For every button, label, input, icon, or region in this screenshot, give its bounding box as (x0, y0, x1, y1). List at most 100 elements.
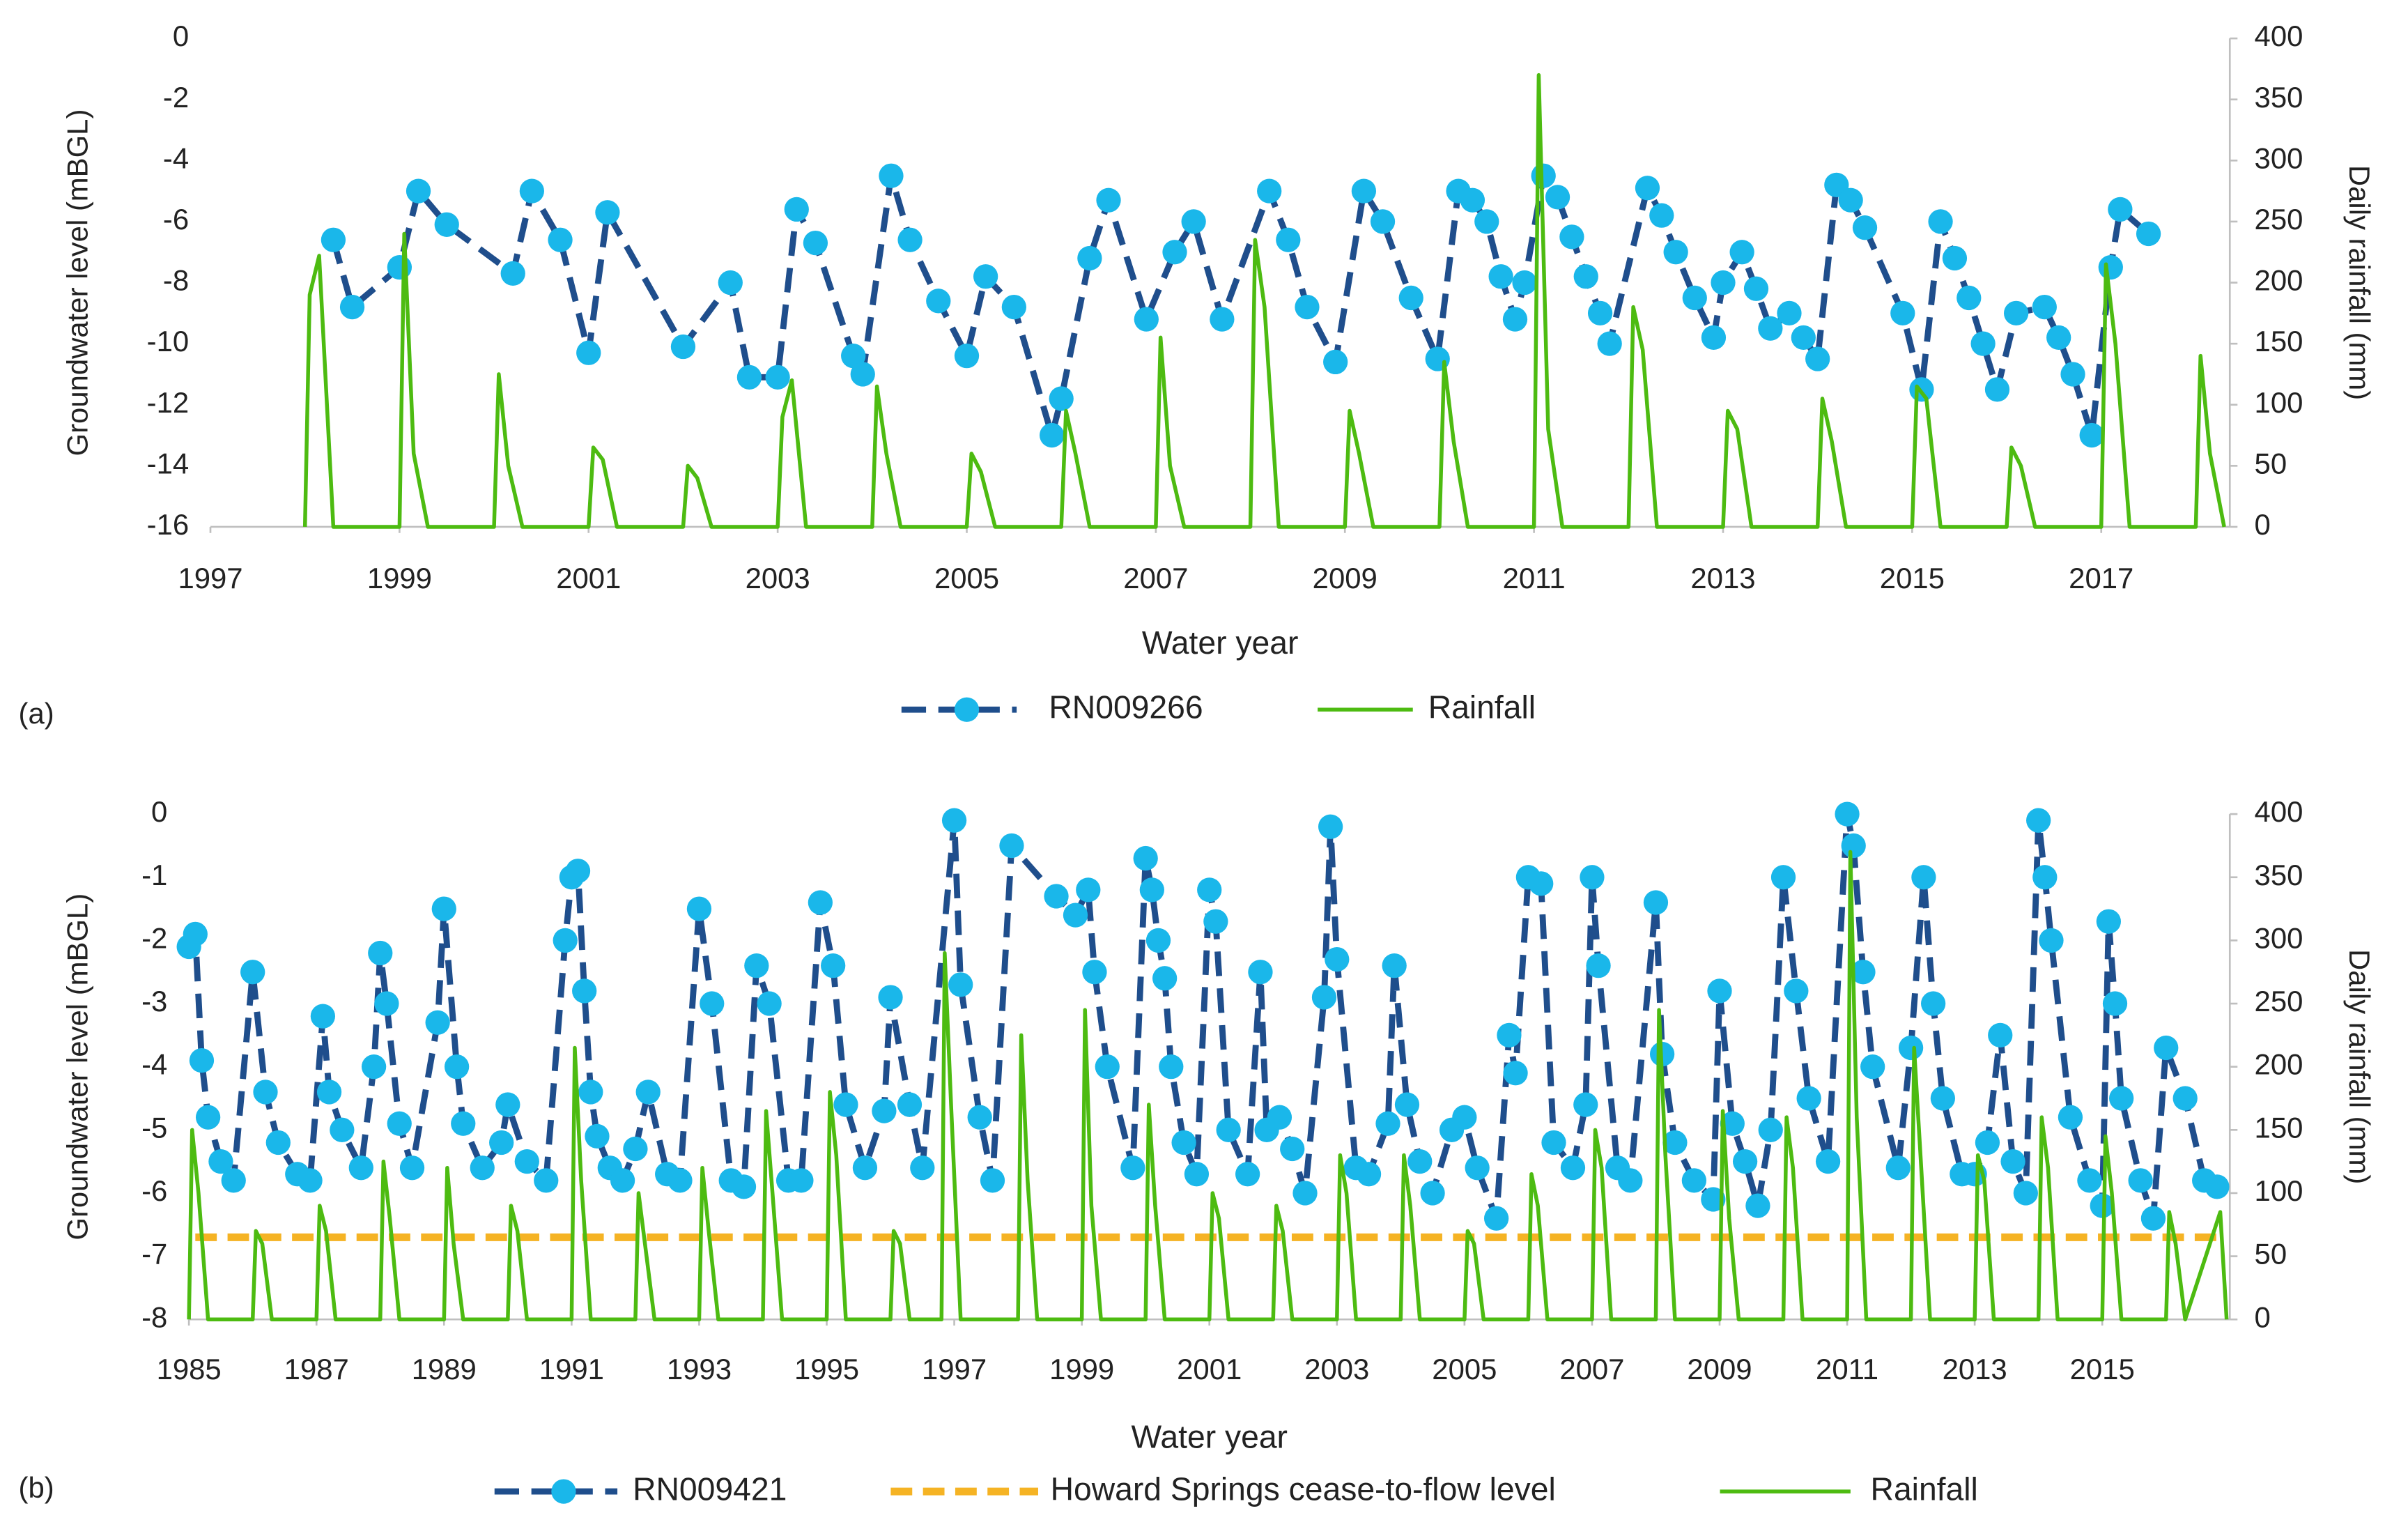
data-point (2108, 197, 2133, 222)
data-point (1559, 224, 1584, 249)
data-point (1280, 1136, 1305, 1162)
data-point (808, 890, 833, 915)
data-point (585, 1123, 610, 1149)
data-point (879, 163, 904, 188)
data-point (1984, 377, 2010, 402)
data-point (1356, 1162, 1382, 1187)
data-point (1216, 1117, 1241, 1142)
data-point (1162, 240, 1187, 265)
data-point (2046, 325, 2071, 351)
y2-tick-label: 250 (2255, 203, 2303, 236)
data-point (576, 340, 601, 365)
data-point (387, 255, 412, 280)
y2-tick-label: 400 (2255, 20, 2303, 52)
data-point (718, 270, 743, 295)
data-point (610, 1168, 635, 1193)
data-point (1529, 871, 1554, 896)
x-tick-label: 2011 (1503, 562, 1566, 594)
y-tick-label: -3 (141, 985, 167, 1017)
data-point (670, 334, 696, 360)
data-point (1732, 1149, 1758, 1174)
data-point (1587, 300, 1613, 325)
data-point (1805, 346, 1830, 371)
data-point (189, 1047, 215, 1073)
data-point (1930, 1086, 1955, 1111)
data-point (1791, 325, 1816, 351)
data-point (897, 227, 923, 252)
x-tick-label: 2001 (1177, 1353, 1242, 1385)
data-point (1835, 801, 1860, 827)
x-tick-label: 2017 (2069, 562, 2133, 594)
data-point (1049, 386, 1074, 411)
data-point (553, 928, 578, 953)
data-point (565, 859, 591, 884)
y2-axis-title: Daily rainfall (mm) (2343, 165, 2376, 400)
data-point (1502, 307, 1528, 332)
data-point (495, 1092, 520, 1117)
data-point (1758, 316, 1783, 341)
series-line (302, 72, 2226, 529)
data-point (1452, 1105, 1477, 1130)
data-point (1573, 1092, 1598, 1117)
data-point (434, 212, 459, 237)
y2-tick-label: 150 (2255, 1111, 2303, 1144)
data-point (1663, 240, 1688, 265)
data-point (1729, 240, 1754, 265)
data-point (2079, 422, 2104, 448)
y2-tick-label: 150 (2255, 325, 2303, 358)
data-point (1560, 1155, 1586, 1181)
data-point (1235, 1162, 1260, 1187)
y-tick-label: 0 (173, 20, 189, 52)
data-point (1159, 1054, 1184, 1080)
data-point (2102, 991, 2128, 1016)
x-tick-label: 2001 (556, 562, 621, 594)
x-tick-label: 2003 (746, 562, 810, 594)
data-point (784, 197, 809, 222)
data-point (1758, 1117, 1783, 1142)
data-point (1682, 285, 1707, 311)
data-point (765, 364, 790, 390)
x-tick-label: 2013 (1943, 1353, 2007, 1385)
data-point (514, 1149, 539, 1174)
data-point (339, 294, 365, 320)
data-point (2136, 221, 2161, 247)
data-point (298, 1168, 323, 1193)
data-point (1276, 227, 1301, 252)
data-point (1394, 1092, 1420, 1117)
x-tick-label: 1997 (178, 562, 242, 594)
data-point (1681, 1168, 1707, 1193)
data-point (1770, 865, 1796, 890)
data-point (1420, 1181, 1445, 1206)
data-point (1323, 349, 1348, 375)
y-tick-label: -8 (163, 264, 189, 297)
x-tick-label: 1987 (284, 1353, 349, 1385)
x-tick-label: 2003 (1304, 1353, 1369, 1385)
data-point (1460, 187, 1485, 213)
data-point (387, 1111, 412, 1136)
data-point (1701, 1187, 1726, 1212)
data-point (2026, 808, 2051, 833)
data-point (967, 1105, 992, 1130)
data-point (1890, 300, 1915, 325)
data-point (2128, 1168, 2153, 1193)
data-point (1248, 960, 1273, 985)
data-point (1573, 264, 1598, 289)
y2-tick-label: 100 (2255, 386, 2303, 419)
y2-tick-label: 300 (2255, 141, 2303, 174)
legend-label: Rainfall (1871, 1470, 1978, 1507)
data-point (1474, 209, 1499, 234)
data-point (548, 227, 573, 252)
y2-tick-label: 200 (2255, 1048, 2303, 1081)
data-point (1063, 903, 1088, 928)
data-point (1197, 877, 1222, 903)
data-point (1488, 264, 1513, 289)
data-point (1662, 1130, 1688, 1155)
data-point (623, 1136, 648, 1162)
data-point (321, 227, 346, 252)
y2-tick-label: 250 (2255, 985, 2303, 1017)
data-point (1711, 270, 1736, 295)
x-tick-label: 2015 (1880, 562, 1945, 594)
data-point (744, 953, 769, 978)
data-point (2205, 1174, 2230, 1199)
